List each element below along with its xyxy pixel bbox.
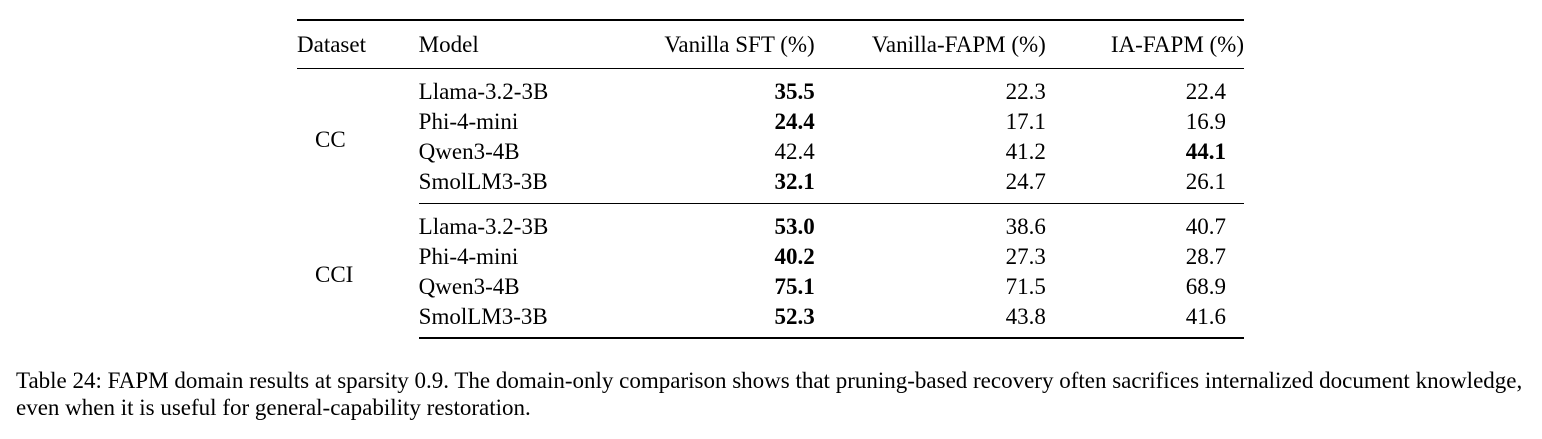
table-row: Qwen3-4B 42.4 41.2 44.1 [297, 137, 1244, 167]
cell-model: SmolLM3-3B [418, 167, 594, 204]
header-vanilla-fapm: Vanilla-FAPM (%) [814, 19, 1046, 69]
cell-vanilla-sft: 32.1 [593, 167, 815, 204]
table-row: SmolLM3-3B 32.1 24.7 26.1 [297, 167, 1244, 204]
cell-model: Llama-3.2-3B [418, 79, 549, 104]
cell-ia-fapm: 40.7 [1185, 214, 1226, 239]
cell-vanilla-fapm: 71.5 [1005, 274, 1046, 299]
cell-ia-fapm: 41.6 [1045, 302, 1244, 339]
table-row: SmolLM3-3B 52.3 43.8 41.6 [297, 302, 1244, 339]
cell-ia-fapm: 68.9 [1185, 274, 1226, 299]
cell-vanilla-sft: 53.0 [774, 214, 815, 239]
results-table-container: Dataset Model Vanilla SFT (%) Vanilla-FA… [297, 19, 1244, 339]
header-model: Model [418, 19, 594, 69]
header-dataset: Dataset [297, 19, 419, 69]
cell-ia-fapm: 22.4 [1185, 79, 1226, 104]
cell-model: Llama-3.2-3B [418, 214, 549, 239]
cell-vanilla-sft: 40.2 [774, 244, 815, 269]
cell-dataset: CC [315, 127, 346, 153]
cell-vanilla-fapm: 43.8 [814, 302, 1046, 339]
cell-model: Phi-4-mini [418, 244, 519, 269]
cell-vanilla-fapm: 17.1 [1005, 109, 1046, 134]
cell-dataset: CCI [315, 261, 354, 287]
table-row: CC Llama-3.2-3B 35.5 22.3 22.4 [297, 69, 1244, 152]
table-row: Qwen3-4B 75.1 71.5 68.9 [297, 272, 1244, 302]
results-table: Dataset Model Vanilla SFT (%) Vanilla-FA… [297, 19, 1244, 339]
cell-vanilla-fapm: 41.2 [1005, 139, 1046, 164]
cell-model: Qwen3-4B [418, 274, 520, 299]
cell-ia-fapm: 44.1 [1185, 139, 1226, 164]
header-ia-fapm: IA-FAPM (%) [1045, 19, 1244, 69]
cell-model: Phi-4-mini [418, 109, 519, 134]
cell-ia-fapm: 16.9 [1185, 109, 1226, 134]
cell-vanilla-fapm: 27.3 [1005, 244, 1046, 269]
header-vanilla-sft: Vanilla SFT (%) [593, 19, 815, 69]
cell-vanilla-sft: 24.4 [774, 109, 815, 134]
table-row: Phi-4-mini 24.4 17.1 16.9 [297, 107, 1244, 137]
cell-vanilla-sft: 42.4 [774, 139, 815, 164]
table-body: CC Llama-3.2-3B 35.5 22.3 22.4 Phi-4-mini 24.4… [297, 69, 1244, 339]
cell-vanilla-fapm: 24.7 [814, 167, 1046, 204]
cell-vanilla-sft: 52.3 [593, 302, 815, 339]
cell-vanilla-sft: 75.1 [774, 274, 815, 299]
cell-vanilla-sft: 35.5 [774, 79, 815, 104]
table-row: Phi-4-mini 40.2 27.3 28.7 [297, 242, 1244, 272]
cell-model: SmolLM3-3B [418, 302, 594, 339]
cell-model: Qwen3-4B [418, 139, 520, 164]
table-header-row: Dataset Model Vanilla SFT (%) Vanilla-FA… [297, 19, 1244, 69]
table-caption: Table 24: FAPM domain results at sparsit… [16, 368, 1523, 420]
cell-ia-fapm: 26.1 [1045, 167, 1244, 204]
cell-vanilla-fapm: 22.3 [1005, 79, 1046, 104]
cell-vanilla-fapm: 38.6 [1005, 214, 1046, 239]
cell-ia-fapm: 28.7 [1185, 244, 1226, 269]
table-row: CCI Llama-3.2-3B 53.0 38.6 40.7 [297, 204, 1244, 287]
